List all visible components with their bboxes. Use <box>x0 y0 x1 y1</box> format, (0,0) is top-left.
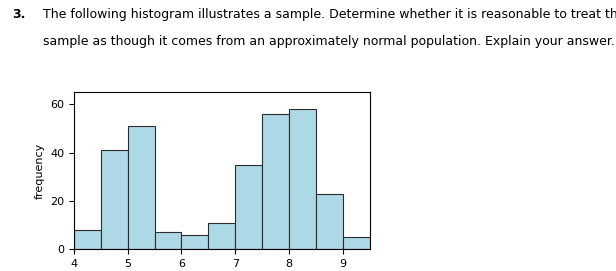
Bar <box>342 237 370 249</box>
Bar <box>316 194 342 249</box>
Text: The following histogram illustrates a sample. Determine whether it is reasonable: The following histogram illustrates a sa… <box>43 8 616 21</box>
Bar <box>262 114 289 249</box>
Bar <box>128 126 155 249</box>
Bar <box>74 230 101 249</box>
Bar <box>182 235 208 249</box>
Bar <box>208 223 235 249</box>
Bar <box>101 150 128 249</box>
Bar <box>289 109 316 249</box>
Text: sample as though it comes from an approximately normal population. Explain your : sample as though it comes from an approx… <box>43 35 615 48</box>
Bar <box>155 233 182 249</box>
Bar <box>235 165 262 249</box>
Text: 3.: 3. <box>12 8 26 21</box>
Y-axis label: frequency: frequency <box>34 143 44 199</box>
